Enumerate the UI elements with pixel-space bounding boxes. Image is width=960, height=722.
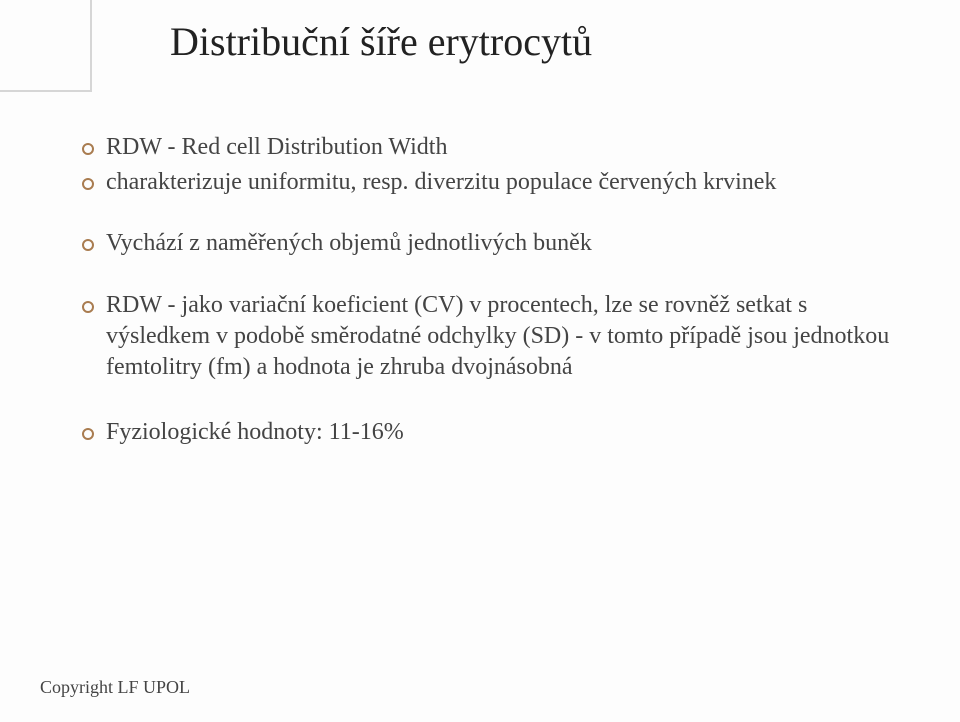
bullet-item: Fyziologické hodnoty: 11-16%	[80, 417, 900, 448]
corner-decoration	[0, 0, 92, 92]
bullet-item: RDW - Red cell Distribution Width	[80, 132, 900, 163]
bullet-item: Vychází z naměřených objemů jednotlivých…	[80, 228, 900, 259]
bullet-item: charakterizuje uniformitu, resp. diverzi…	[80, 167, 900, 198]
bullet-item: RDW - jako variační koeficient (CV) v pr…	[80, 290, 900, 384]
content-area: RDW - Red cell Distribution Width charak…	[80, 132, 900, 478]
footer-copyright: Copyright LF UPOL	[40, 677, 190, 698]
slide: Distribuční šíře erytrocytů RDW - Red ce…	[0, 0, 960, 722]
slide-title: Distribuční šíře erytrocytů	[170, 18, 592, 65]
